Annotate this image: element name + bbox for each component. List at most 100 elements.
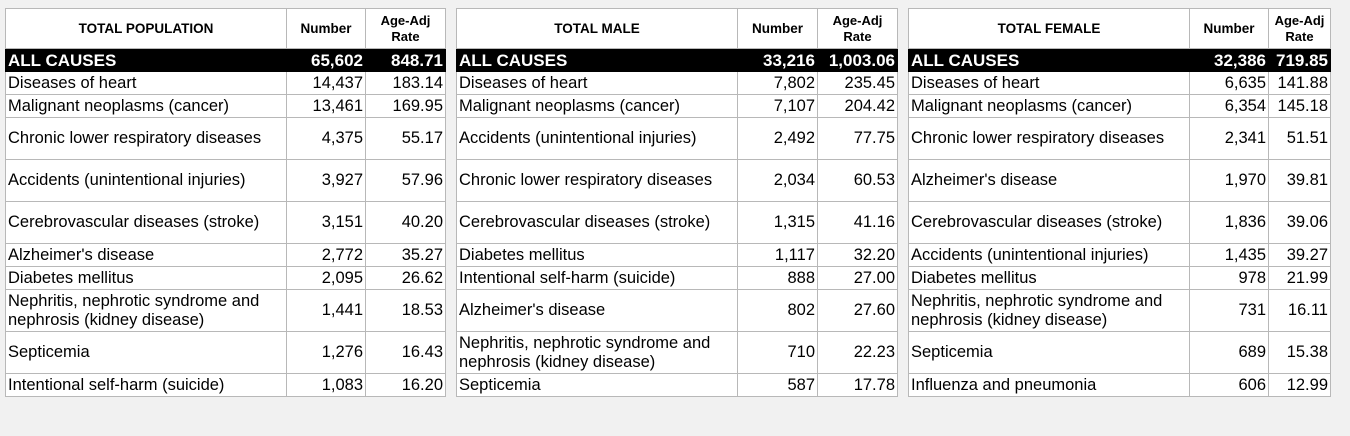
number-cell: 1,836 <box>1189 201 1269 244</box>
number-cell: 1,441 <box>286 289 366 332</box>
rate-cell: 32.20 <box>817 243 898 267</box>
number-cell: 1,970 <box>1189 159 1269 202</box>
number-cell: 978 <box>1189 266 1269 290</box>
table-title: TOTAL MALE <box>456 8 738 49</box>
number-cell: 2,095 <box>286 266 366 290</box>
cause-cell: Septicemia <box>5 331 287 374</box>
all-causes-row: ALL CAUSES 32,386 719.85 <box>908 48 1331 72</box>
table-row: Accidents (unintentional injuries) 1,435 3… <box>908 243 1331 267</box>
all-causes-label: ALL CAUSES <box>456 48 738 72</box>
cause-cell: Alzheimer's disease <box>5 243 287 267</box>
rate-header: Age-Adj Rate <box>817 8 898 49</box>
all-causes-label: ALL CAUSES <box>5 48 287 72</box>
number-cell: 689 <box>1189 331 1269 374</box>
rate-cell: 41.16 <box>817 201 898 244</box>
table-row: Malignant neoplasms (cancer) 13,461 169.95 <box>5 94 446 118</box>
cause-cell: Diseases of heart <box>5 71 287 95</box>
rate-cell: 16.20 <box>365 373 446 397</box>
rate-cell: 51.51 <box>1268 117 1331 160</box>
rate-cell: 18.53 <box>365 289 446 332</box>
number-cell: 710 <box>737 331 818 374</box>
number-header: Number <box>737 8 818 49</box>
number-header: Number <box>286 8 366 49</box>
number-cell: 13,461 <box>286 94 366 118</box>
header-row: TOTAL POPULATION Number Age-Adj Rate <box>5 8 446 49</box>
cause-cell: Cerebrovascular diseases (stroke) <box>456 201 738 244</box>
rate-cell: 35.27 <box>365 243 446 267</box>
table-gap <box>446 8 456 397</box>
rate-cell: 27.60 <box>817 289 898 332</box>
cause-cell: Cerebrovascular diseases (stroke) <box>908 201 1190 244</box>
number-cell: 1,276 <box>286 331 366 374</box>
cause-cell: Accidents (unintentional injuries) <box>908 243 1190 267</box>
cause-cell: Intentional self-harm (suicide) <box>5 373 287 397</box>
table-row: Diseases of heart 7,802 235.45 <box>456 71 898 95</box>
number-cell: 3,927 <box>286 159 366 202</box>
table-row: Cerebrovascular diseases (stroke) 1,315 41… <box>456 201 898 244</box>
total-female-table: TOTAL FEMALE Number Age-Adj Rate ALL CAU… <box>908 8 1331 397</box>
rate-cell: 15.38 <box>1268 331 1331 374</box>
rate-cell: 12.99 <box>1268 373 1331 397</box>
number-cell: 1,117 <box>737 243 818 267</box>
cause-cell: Chronic lower respiratory diseases <box>5 117 287 160</box>
number-cell: 1,083 <box>286 373 366 397</box>
number-cell: 7,802 <box>737 71 818 95</box>
table-row: Nephritis, nephrotic syndrome and nephro… <box>456 331 898 374</box>
number-cell: 3,151 <box>286 201 366 244</box>
cause-cell: Accidents (unintentional injuries) <box>456 117 738 160</box>
total-population-table: TOTAL POPULATION Number Age-Adj Rate ALL… <box>5 8 446 397</box>
number-cell: 4,375 <box>286 117 366 160</box>
number-header: Number <box>1189 8 1269 49</box>
rate-cell: 183.14 <box>365 71 446 95</box>
number-cell: 802 <box>737 289 818 332</box>
cause-cell: Alzheimer's disease <box>456 289 738 332</box>
cause-cell: Malignant neoplasms (cancer) <box>5 94 287 118</box>
rate-cell: 77.75 <box>817 117 898 160</box>
all-causes-number: 32,386 <box>1189 48 1269 72</box>
table-row: Intentional self-harm (suicide) 888 27.00 <box>456 266 898 290</box>
rate-cell: 16.11 <box>1268 289 1331 332</box>
total-male-table: TOTAL MALE Number Age-Adj Rate ALL CAUSE… <box>456 8 898 397</box>
rate-cell: 55.17 <box>365 117 446 160</box>
rate-cell: 39.81 <box>1268 159 1331 202</box>
all-causes-label: ALL CAUSES <box>908 48 1190 72</box>
number-cell: 1,435 <box>1189 243 1269 267</box>
rate-cell: 27.00 <box>817 266 898 290</box>
number-cell: 2,341 <box>1189 117 1269 160</box>
table-row: Cerebrovascular diseases (stroke) 3,151 40… <box>5 201 446 244</box>
cause-cell: Chronic lower respiratory diseases <box>456 159 738 202</box>
cause-cell: Diabetes mellitus <box>5 266 287 290</box>
header-row: TOTAL MALE Number Age-Adj Rate <box>456 8 898 49</box>
cause-cell: Diabetes mellitus <box>456 243 738 267</box>
table-row: Nephritis, nephrotic syndrome and nephro… <box>908 289 1331 332</box>
table-row: Malignant neoplasms (cancer) 6,354 145.18 <box>908 94 1331 118</box>
cause-cell: Malignant neoplasms (cancer) <box>456 94 738 118</box>
number-cell: 6,354 <box>1189 94 1269 118</box>
cause-cell: Intentional self-harm (suicide) <box>456 266 738 290</box>
number-cell: 1,315 <box>737 201 818 244</box>
cause-cell: Malignant neoplasms (cancer) <box>908 94 1190 118</box>
all-causes-rate: 848.71 <box>365 48 446 72</box>
table-row: Septicemia 689 15.38 <box>908 331 1331 374</box>
table-row: Diseases of heart 14,437 183.14 <box>5 71 446 95</box>
rate-cell: 39.06 <box>1268 201 1331 244</box>
table-row: Diabetes mellitus 978 21.99 <box>908 266 1331 290</box>
cause-cell: Septicemia <box>908 331 1190 374</box>
cause-cell: Septicemia <box>456 373 738 397</box>
table-row: Alzheimer's disease 802 27.60 <box>456 289 898 332</box>
number-cell: 606 <box>1189 373 1269 397</box>
rate-cell: 169.95 <box>365 94 446 118</box>
number-cell: 2,034 <box>737 159 818 202</box>
table-row: Chronic lower respiratory diseases 2,341 5… <box>908 117 1331 160</box>
number-cell: 14,437 <box>286 71 366 95</box>
number-cell: 731 <box>1189 289 1269 332</box>
cause-cell: Chronic lower respiratory diseases <box>908 117 1190 160</box>
table-row: Chronic lower respiratory diseases 4,375 5… <box>5 117 446 160</box>
number-cell: 888 <box>737 266 818 290</box>
rate-header: Age-Adj Rate <box>1268 8 1331 49</box>
rate-cell: 39.27 <box>1268 243 1331 267</box>
table-row: Intentional self-harm (suicide) 1,083 16.2… <box>5 373 446 397</box>
table-title: TOTAL FEMALE <box>908 8 1190 49</box>
table-row: Alzheimer's disease 2,772 35.27 <box>5 243 446 267</box>
number-cell: 6,635 <box>1189 71 1269 95</box>
